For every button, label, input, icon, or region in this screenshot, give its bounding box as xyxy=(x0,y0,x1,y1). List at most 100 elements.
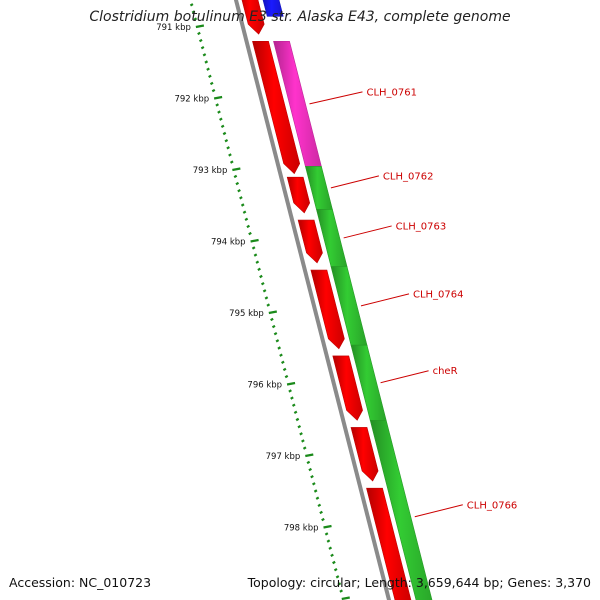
tick-label: 798 kbp xyxy=(284,524,319,534)
tick-label: 793 kbp xyxy=(193,166,228,176)
gene-label[interactable]: CLH_0761 xyxy=(366,87,417,98)
gene-label[interactable]: CLH_0766 xyxy=(467,500,518,511)
tick-label: 791 kbp xyxy=(156,23,191,33)
minor-tick xyxy=(224,138,229,143)
genome-backbone xyxy=(233,0,392,600)
minor-tick xyxy=(273,332,278,336)
gene-label[interactable]: cheR xyxy=(433,366,458,377)
minor-tick xyxy=(266,303,271,307)
minor-tick xyxy=(237,189,241,193)
minor-tick xyxy=(335,575,340,579)
minor-tick xyxy=(217,110,221,114)
minor-tick xyxy=(211,88,216,93)
major-tick xyxy=(305,453,314,458)
minor-tick xyxy=(317,503,322,507)
minor-tick xyxy=(330,553,334,558)
minor-tick xyxy=(219,117,223,121)
gene-leader-line xyxy=(343,225,392,239)
genome-summary-text: Topology: circular; Length: 3,659,644 bp… xyxy=(247,575,591,590)
minor-tick xyxy=(306,460,311,465)
minor-tick xyxy=(235,181,240,186)
minor-tick xyxy=(324,532,329,536)
minor-tick xyxy=(220,124,225,129)
major-tick xyxy=(341,596,350,600)
minor-tick xyxy=(246,224,251,229)
minor-tick xyxy=(251,246,256,250)
forward-cds-7[interactable] xyxy=(369,419,435,600)
gene-label[interactable]: CLH_0763 xyxy=(396,221,447,232)
minor-tick xyxy=(297,424,302,429)
minor-tick xyxy=(281,360,285,364)
minor-tick xyxy=(295,417,300,422)
minor-tick xyxy=(277,346,281,350)
minor-tick xyxy=(312,482,316,486)
forward-cds-4[interactable] xyxy=(316,209,348,267)
minor-tick xyxy=(242,210,247,214)
gene-label[interactable]: CLH_0762 xyxy=(383,171,434,182)
minor-tick xyxy=(293,410,298,415)
minor-tick xyxy=(333,567,338,572)
minor-tick xyxy=(253,253,258,257)
reverse-cds-3[interactable] xyxy=(286,176,311,214)
minor-tick xyxy=(255,260,260,264)
minor-tick xyxy=(270,317,274,322)
minor-tick xyxy=(239,196,243,200)
major-tick xyxy=(286,381,296,386)
gene-leader-line xyxy=(309,91,363,105)
minor-tick xyxy=(257,267,261,272)
major-tick xyxy=(195,24,205,29)
reverse-cds-8[interactable] xyxy=(366,487,412,600)
minor-tick xyxy=(248,231,252,236)
major-tick xyxy=(232,167,241,172)
minor-tick xyxy=(315,496,320,500)
minor-tick xyxy=(189,3,194,7)
minor-tick xyxy=(290,396,294,400)
minor-tick xyxy=(337,582,342,586)
gene-leader-line xyxy=(380,370,429,384)
minor-tick xyxy=(202,53,207,57)
major-tick xyxy=(323,524,332,529)
minor-tick xyxy=(279,353,283,357)
map-title: Clostridium botulinum E3 str. Alaska E43… xyxy=(89,9,511,25)
minor-tick xyxy=(200,46,205,50)
minor-tick xyxy=(229,160,234,164)
minor-tick xyxy=(191,10,196,14)
minor-tick xyxy=(299,432,303,436)
minor-tick xyxy=(226,146,230,150)
forward-cds-1[interactable] xyxy=(262,0,284,17)
gene-leader-line xyxy=(330,175,380,189)
reverse-cds-5[interactable] xyxy=(310,269,345,350)
tick-label: 794 kbp xyxy=(211,238,246,248)
minor-tick xyxy=(308,467,312,472)
minor-tick xyxy=(282,367,287,372)
minor-tick xyxy=(313,489,318,493)
gene-label[interactable]: CLH_0764 xyxy=(413,289,464,300)
major-tick xyxy=(268,310,278,315)
minor-tick xyxy=(319,510,323,515)
minor-tick xyxy=(275,339,280,343)
reverse-cds-4[interactable] xyxy=(297,219,323,264)
minor-tick xyxy=(193,17,198,21)
minor-tick xyxy=(301,439,305,443)
gene-leader-line xyxy=(414,504,463,518)
minor-tick xyxy=(332,560,336,565)
major-tick xyxy=(213,95,223,100)
reverse-cds-7[interactable] xyxy=(350,427,379,482)
minor-tick xyxy=(264,296,269,300)
minor-tick xyxy=(206,67,210,71)
reverse-cds-6[interactable] xyxy=(332,355,363,421)
minor-tick xyxy=(291,403,296,407)
minor-tick xyxy=(310,475,314,479)
tick-label: 796 kbp xyxy=(247,381,282,391)
minor-tick xyxy=(328,546,333,550)
reverse-cds-2[interactable] xyxy=(252,40,301,175)
minor-tick xyxy=(197,31,201,36)
minor-tick xyxy=(262,289,267,293)
accession-text: Accession: NC_010723 xyxy=(9,575,152,590)
minor-tick xyxy=(339,589,343,593)
minor-tick xyxy=(215,103,220,107)
reverse-cds-1[interactable] xyxy=(238,0,265,35)
minor-tick xyxy=(233,174,238,179)
minor-tick xyxy=(244,217,249,221)
